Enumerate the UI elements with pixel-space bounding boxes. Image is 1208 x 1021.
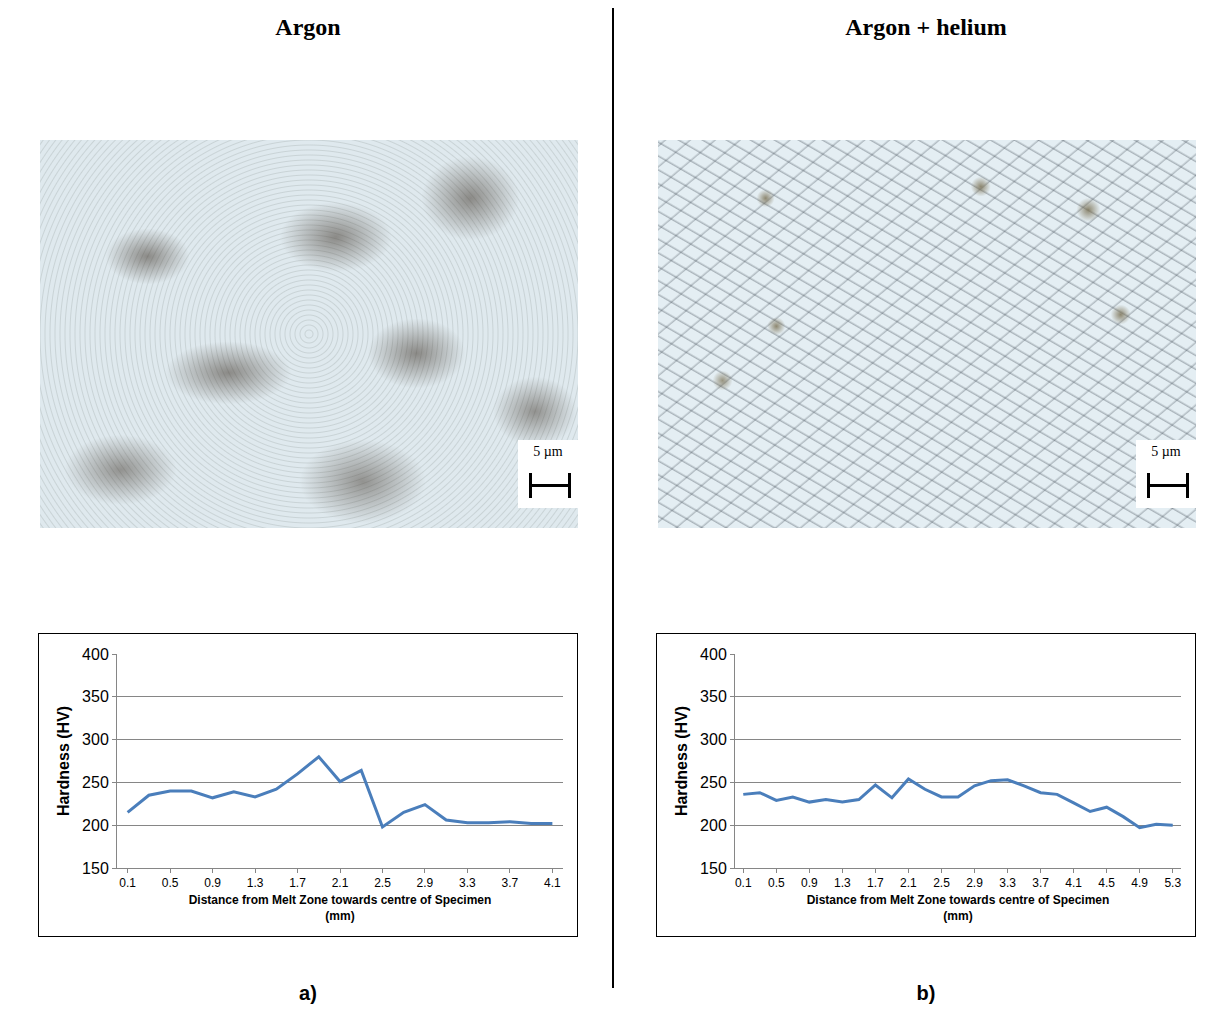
svg-text:150: 150 — [700, 860, 727, 877]
html-text:5 µm: 5 µm — [1151, 444, 1181, 459]
svg-text:3.3: 3.3 — [999, 876, 1016, 890]
html-text:5 µm: 5 µm — [533, 444, 563, 459]
svg-text:2.5: 2.5 — [933, 876, 950, 890]
svg-text:300: 300 — [700, 731, 727, 748]
svg-text:4.1: 4.1 — [544, 876, 561, 890]
svg-text:250: 250 — [700, 774, 727, 791]
svg-text:250: 250 — [82, 774, 109, 791]
svg-text:350: 350 — [700, 688, 727, 705]
svg-text:400: 400 — [82, 646, 109, 663]
svg-text:150: 150 — [82, 860, 109, 877]
svg-text:0.9: 0.9 — [801, 876, 818, 890]
svg-text:3.7: 3.7 — [502, 876, 519, 890]
svg-text:0.1: 0.1 — [735, 876, 752, 890]
svg-text:3.3: 3.3 — [459, 876, 476, 890]
svg-text:0.5: 0.5 — [162, 876, 179, 890]
html-text:Argon + helium: Argon + helium — [845, 14, 1007, 40]
svg-text:4.9: 4.9 — [1131, 876, 1148, 890]
svg-text:1.7: 1.7 — [289, 876, 306, 890]
svg-text:Hardness (HV): Hardness (HV) — [673, 706, 690, 816]
svg-text:200: 200 — [82, 817, 109, 834]
svg-text:0.5: 0.5 — [768, 876, 785, 890]
svg-text:1.7: 1.7 — [867, 876, 884, 890]
svg-text:2.1: 2.1 — [900, 876, 917, 890]
svg-text:2.9: 2.9 — [417, 876, 434, 890]
svg-text:200: 200 — [700, 817, 727, 834]
svg-text:400: 400 — [700, 646, 727, 663]
svg-text:0.9: 0.9 — [204, 876, 221, 890]
svg-text:Distance from Melt Zone toward: Distance from Melt Zone towards centre o… — [807, 893, 1110, 923]
svg-text:2.5: 2.5 — [374, 876, 391, 890]
svg-text:2.9: 2.9 — [966, 876, 983, 890]
svg-text:3.7: 3.7 — [1032, 876, 1049, 890]
svg-text:2.1: 2.1 — [332, 876, 349, 890]
html-text:a): a) — [299, 982, 317, 1004]
html-text:Argon: Argon — [275, 14, 341, 40]
svg-text:300: 300 — [82, 731, 109, 748]
svg-text:1.3: 1.3 — [247, 876, 264, 890]
svg-text:5.3: 5.3 — [1164, 876, 1181, 890]
svg-text:Hardness (HV): Hardness (HV) — [55, 706, 72, 816]
html-text:b): b) — [916, 982, 936, 1004]
svg-text:1.3: 1.3 — [834, 876, 851, 890]
svg-text:4.5: 4.5 — [1098, 876, 1115, 890]
svg-text:4.1: 4.1 — [1065, 876, 1082, 890]
svg-text:350: 350 — [82, 688, 109, 705]
svg-text:0.1: 0.1 — [119, 876, 136, 890]
svg-text:Distance from Melt Zone toward: Distance from Melt Zone towards centre o… — [189, 893, 492, 923]
